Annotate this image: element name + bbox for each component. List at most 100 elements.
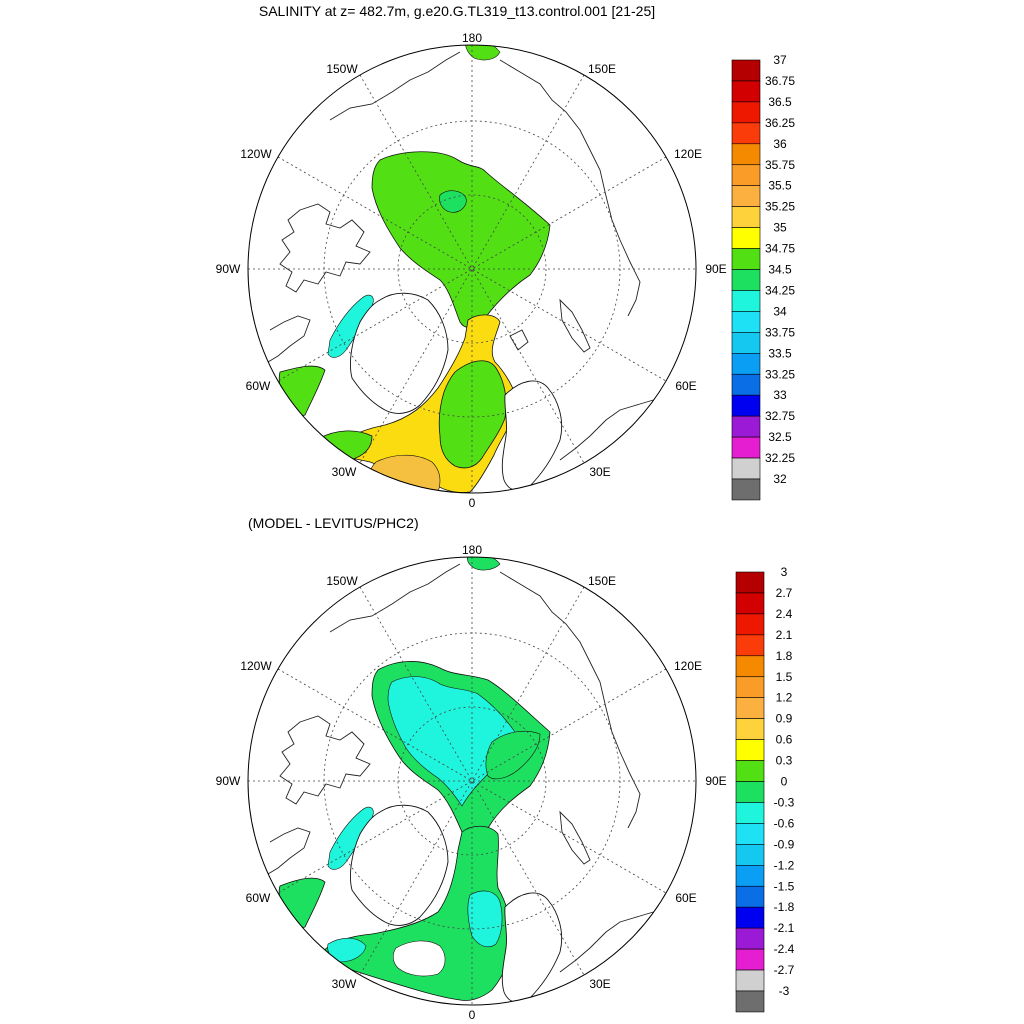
top-lon-label-30w: 30W bbox=[332, 465, 357, 479]
top-colorbar-swatch bbox=[731, 457, 761, 480]
top-colorbar-label: 33 bbox=[773, 388, 787, 402]
top-lon-label-0: 0 bbox=[469, 496, 476, 510]
bottom-colorbar-label: -1.2 bbox=[774, 858, 795, 872]
bottom-field-nordic-negative bbox=[467, 890, 503, 948]
bottom-panel-title: (MODEL - LEVITUS/PHC2) bbox=[248, 515, 419, 531]
top-panel: SALINITY at z= 482.7m, g.e20.G.TL319_t13… bbox=[216, 3, 796, 510]
top-coast-alaska bbox=[329, 51, 461, 121]
top-colorbar-label: 34.75 bbox=[765, 242, 795, 256]
bottom-coast-labrador bbox=[267, 827, 311, 875]
top-colorbar-label: 33.25 bbox=[765, 367, 795, 381]
bottom-map-rim bbox=[247, 556, 697, 1006]
top-coast-labrador bbox=[267, 315, 311, 363]
bottom-colorbar-swatch bbox=[735, 676, 765, 699]
top-colorbar-swatch bbox=[731, 143, 761, 166]
bottom-colorbar-label: 1.2 bbox=[776, 691, 793, 705]
top-field-arctic-basin bbox=[371, 151, 551, 328]
bottom-coast-alaska bbox=[329, 563, 461, 633]
top-colorbar-label: 32 bbox=[773, 472, 787, 486]
top-colorbar-label: 36.75 bbox=[765, 74, 795, 88]
bottom-lon-label-120e: 120E bbox=[674, 659, 702, 673]
bottom-latitude-circle-80 bbox=[397, 706, 547, 856]
bottom-panel: (MODEL - LEVITUS/PHC2) bbox=[216, 515, 795, 1022]
top-coast-europe bbox=[559, 397, 661, 461]
top-land-greenland bbox=[349, 292, 449, 414]
bottom-lon-label-60w: 60W bbox=[246, 891, 271, 905]
bottom-colorbar-swatch bbox=[735, 885, 765, 908]
bottom-colorbar-label: 2.4 bbox=[776, 607, 793, 621]
bottom-colorbar-label: 1.8 bbox=[776, 649, 793, 663]
bottom-colorbar-swatch bbox=[735, 760, 765, 782]
top-colorbar-swatch bbox=[731, 436, 761, 459]
top-colorbar-label: 35.5 bbox=[768, 179, 792, 193]
bottom-colorbar-label: -2.4 bbox=[774, 942, 795, 956]
top-lon-label-60w: 60W bbox=[246, 379, 271, 393]
top-colorbar-label: 33.5 bbox=[768, 346, 792, 360]
top-colorbar-swatch bbox=[731, 478, 761, 501]
top-colorbar-swatch bbox=[731, 352, 761, 375]
top-field-bering bbox=[465, 45, 501, 61]
bottom-coast-canadian-archipelago bbox=[279, 715, 371, 805]
top-colorbar-label: 34.5 bbox=[768, 263, 792, 277]
bottom-colorbar-label: -1.5 bbox=[774, 879, 795, 893]
top-coast-novaya-zemlya bbox=[559, 298, 591, 353]
bottom-colorbar-swatch bbox=[735, 592, 765, 615]
bottom-colorbar-swatch bbox=[735, 948, 765, 971]
top-colorbar-label: 32.75 bbox=[765, 409, 795, 423]
top-colorbar-swatch bbox=[731, 269, 761, 291]
top-colorbar-label: 36.5 bbox=[768, 95, 792, 109]
top-lon-label-150w: 150W bbox=[326, 62, 358, 76]
top-colorbar-swatch bbox=[731, 227, 761, 249]
bottom-colorbar-label: -1.8 bbox=[774, 900, 795, 914]
bottom-colorbar-label: 3 bbox=[781, 565, 788, 579]
bottom-colorbar-label: -2.7 bbox=[774, 963, 795, 977]
bottom-colorbar-swatch bbox=[735, 864, 765, 887]
top-field-norwegian-sea bbox=[438, 360, 507, 469]
top-colorbar-swatch bbox=[731, 415, 761, 438]
bottom-colorbar-label: 2.1 bbox=[776, 628, 793, 642]
top-colorbar-label: 36 bbox=[773, 137, 787, 151]
bottom-lon-label-180: 180 bbox=[462, 543, 482, 557]
bottom-colorbar-label: 0.3 bbox=[776, 754, 793, 768]
top-colorbar-label: 35 bbox=[773, 221, 787, 235]
top-panel-title: SALINITY at z= 482.7m, g.e20.G.TL319_t13… bbox=[259, 3, 655, 19]
top-colorbar-label: 34.25 bbox=[765, 283, 795, 297]
top-lon-label-90e: 90E bbox=[705, 262, 726, 276]
bottom-colorbar-swatch bbox=[735, 718, 765, 740]
bottom-lon-label-90e: 90E bbox=[705, 774, 726, 788]
top-coast-svalbard bbox=[509, 329, 529, 351]
bottom-field-atlantic bbox=[321, 825, 515, 1001]
bottom-longitude-labels: 180 150W 150E 120W 120E 90W 90E 60W 60E … bbox=[216, 543, 727, 1022]
bottom-lon-label-30w: 30W bbox=[332, 977, 357, 991]
bottom-colorbar-swatch bbox=[735, 781, 765, 803]
bottom-graticule bbox=[248, 557, 696, 1005]
bottom-lon-label-60e: 60E bbox=[675, 891, 696, 905]
top-colorbar-label: 34 bbox=[773, 304, 787, 318]
top-colorbar-label: 32.5 bbox=[768, 430, 792, 444]
bottom-colorbar-swatch bbox=[735, 634, 765, 657]
bottom-coast-novaya-zemlya bbox=[559, 810, 591, 865]
top-colorbar-label: 32.25 bbox=[765, 451, 795, 465]
top-colorbar-swatch bbox=[731, 122, 761, 145]
bottom-colorbar-label: -3 bbox=[779, 984, 790, 998]
top-lon-label-120e: 120E bbox=[674, 147, 702, 161]
top-colorbar-label: 35.75 bbox=[765, 158, 795, 172]
bottom-colorbar-label: -0.9 bbox=[774, 837, 795, 851]
top-lon-label-90w: 90W bbox=[216, 262, 241, 276]
top-colorbar-swatch bbox=[731, 206, 761, 228]
top-colorbar-swatch bbox=[731, 164, 761, 187]
top-colorbar-swatch bbox=[731, 311, 761, 333]
bottom-field-eurasian-pocket bbox=[485, 730, 541, 780]
bottom-field-iceland-basin bbox=[392, 940, 446, 977]
bottom-coast-europe bbox=[559, 909, 661, 973]
bottom-colorbar-swatch bbox=[735, 613, 765, 636]
bottom-colorbar-label: 0 bbox=[781, 775, 788, 789]
bottom-field-arctic-negative bbox=[387, 676, 516, 807]
top-longitude-labels: 180 150W 150E 120W 120E 90W 90E 60W 60E … bbox=[216, 31, 727, 510]
top-colorbar-swatch bbox=[731, 59, 761, 82]
bottom-map bbox=[247, 556, 697, 1006]
bottom-colorbar-label: 0.6 bbox=[776, 733, 793, 747]
top-lon-label-120w: 120W bbox=[240, 147, 272, 161]
top-colorbar-swatch bbox=[731, 290, 761, 312]
